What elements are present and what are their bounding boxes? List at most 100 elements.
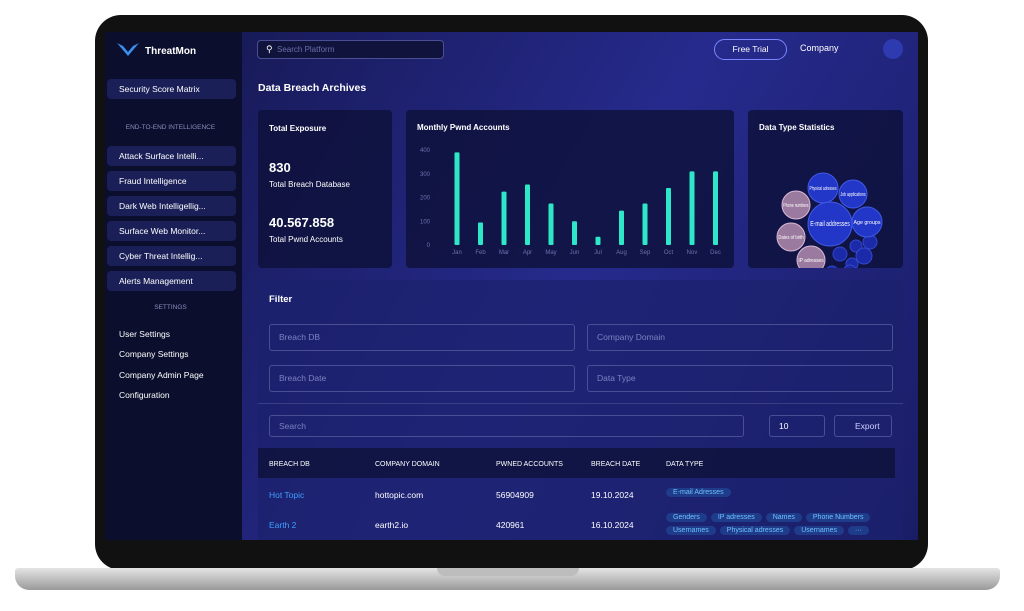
logo-icon <box>117 43 139 56</box>
breach-link[interactable]: Earth 2 <box>269 520 297 530</box>
filter-select[interactable]: Breach DB <box>269 324 575 351</box>
section-label: SETTINGS <box>154 304 187 311</box>
data-type-tag: ··· <box>848 526 870 535</box>
breach-link[interactable]: Hot Topic <box>269 490 305 500</box>
bar <box>595 236 601 245</box>
column-header: PWNED ACCOUNTS <box>496 461 563 468</box>
stat-label: Total Breach Database <box>269 180 350 189</box>
column-header: COMPANY DOMAIN <box>375 461 440 468</box>
bar-chart: Monthly Pwnd Accounts 0 100 200 300 400 Jan Fe… <box>417 123 721 256</box>
chart-card: Monthly Pwnd Accounts 0 100 200 300 400 Jan Fe… <box>406 110 734 268</box>
free-trial-button[interactable]: Free Trial <box>714 39 787 60</box>
data-type-tag: Genders <box>666 513 707 522</box>
menu-item[interactable]: Alerts Management <box>107 271 236 291</box>
menu-item[interactable]: Cyber Threat Intellig... <box>107 246 236 266</box>
bubble-label: Physical adresses <box>810 186 837 192</box>
bar <box>478 222 483 245</box>
x-tick-label: May <box>545 250 556 256</box>
bubble-label: IP adresses <box>798 258 824 264</box>
filter-select[interactable]: Data Type <box>587 365 893 392</box>
bubble <box>832 246 848 262</box>
menu-item[interactable]: Fraud Intelligence <box>107 171 236 191</box>
table-cell: 19.10.2024 <box>591 490 634 500</box>
x-tick-label: Jul <box>594 250 602 256</box>
data-type-tag: IP adresses <box>710 513 762 522</box>
bar <box>689 171 695 245</box>
column-header: BREACH DB <box>269 461 310 468</box>
x-tick-label: Sep <box>640 250 651 256</box>
x-tick-label: Dec <box>710 250 721 256</box>
filter-select[interactable]: Breach Date <box>269 365 575 392</box>
table-cell: 56904909 <box>496 490 534 500</box>
card-title: Data Type Statistics <box>759 123 835 132</box>
bubble-label: Job applications <box>840 192 866 198</box>
search-box[interactable]: ⚲ Search Platform <box>257 40 444 59</box>
search-icon: ⚲ <box>266 44 273 54</box>
x-tick-label: Jun <box>570 250 580 256</box>
stat-value: 40.567.858 <box>269 215 335 230</box>
table-search[interactable]: Search <box>269 415 744 437</box>
page-title: Data Breach Archives <box>258 82 367 94</box>
data-type-tag: Usernames <box>666 526 716 535</box>
bar <box>619 210 624 245</box>
section-label: END-TO-END INTELLIGENCE <box>125 124 216 131</box>
bubble <box>796 245 826 275</box>
stat-value: 830 <box>269 160 291 175</box>
x-tick-label: Feb <box>475 250 486 256</box>
bar <box>666 188 671 245</box>
bubble <box>855 247 873 265</box>
bubble-label: Phone numbers <box>783 203 809 209</box>
bubble <box>781 190 811 220</box>
filter-select[interactable]: Company Domain <box>587 324 893 351</box>
brand: ThreatMon <box>145 46 197 57</box>
table-cell: 16.10.2024 <box>591 520 634 530</box>
bar <box>572 221 577 245</box>
table-cell: earth2.io <box>375 520 409 530</box>
screen: ThreatMon Security Score Matrix END-TO-E… <box>105 32 918 540</box>
column-header: DATA TYPE <box>666 461 704 468</box>
divider <box>258 403 903 404</box>
avatar[interactable] <box>883 39 903 59</box>
menu-item[interactable]: Dark Web Intelligellig... <box>107 196 236 216</box>
data-type-tag: E-mail Adresses <box>666 488 731 497</box>
card-title: Total Exposure <box>269 124 327 133</box>
filter-title: Filter <box>269 294 293 305</box>
data-type-tag: Usernames <box>794 526 845 535</box>
bubble <box>825 265 839 279</box>
data-type-card: Data Type Statistics Physical adresses Jo… <box>748 110 903 280</box>
bubble-chart: Data Type Statistics Physical adressesJo… <box>759 123 883 280</box>
bar <box>713 171 718 245</box>
company-menu[interactable]: Company <box>800 43 839 53</box>
stat-label: Total Pwnd Accounts <box>269 235 343 244</box>
data-type-tag: Phone Numbers <box>805 513 871 522</box>
x-tick-label: Oct <box>664 250 674 256</box>
menu-item[interactable]: Security Score Matrix <box>107 79 236 99</box>
x-tick-label: Nov <box>687 250 698 256</box>
settings-link[interactable]: Configuration <box>119 389 170 400</box>
menu-item[interactable]: Attack Surface Intelli... <box>107 146 236 166</box>
laptop-base <box>15 568 1000 590</box>
settings-link[interactable]: User Settings <box>119 329 171 339</box>
bubble <box>851 206 883 238</box>
export-button[interactable]: Export <box>834 415 892 437</box>
x-tick-label: Mar <box>499 250 509 256</box>
page-size-select[interactable]: 10 <box>769 415 825 437</box>
filter-panel: Filter Breach DB Company Domain Breach Dat… <box>258 280 903 540</box>
x-tick-label: Aug <box>616 250 627 256</box>
data-type-tag: Names <box>765 513 802 522</box>
y-tick-label: 300 <box>420 172 431 178</box>
column-header: BREACH DATE <box>591 461 641 468</box>
bubble-label: Dates of birth <box>778 235 803 241</box>
x-tick-label: Apr <box>523 250 532 256</box>
chart-title: Monthly Pwnd Accounts <box>417 123 510 132</box>
bar <box>525 184 530 245</box>
laptop-notch <box>437 568 579 576</box>
tag-list: Genders IP adresses Names Phone Numbers User… <box>666 512 896 538</box>
menu-item[interactable]: Surface Web Monitor... <box>107 221 236 241</box>
settings-link[interactable]: Company Settings <box>119 349 189 360</box>
settings-link[interactable]: Company Admin Page <box>119 369 204 380</box>
bar <box>454 152 460 245</box>
y-tick-label: 200 <box>420 196 431 202</box>
exposure-card: Total Exposure 830 Total Breach Database… <box>258 110 392 268</box>
